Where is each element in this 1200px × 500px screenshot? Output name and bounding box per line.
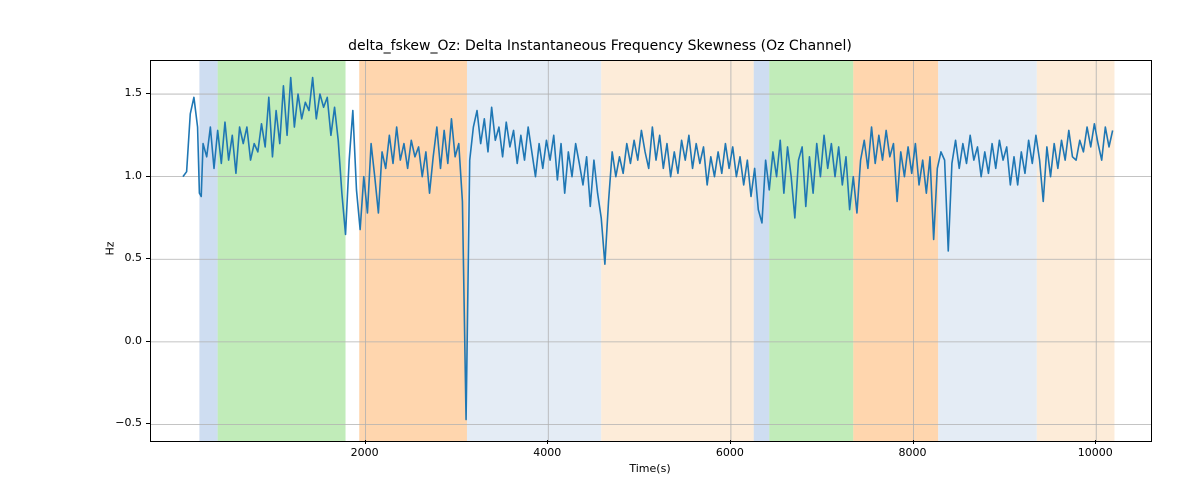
y-tick-label: 1.0: [125, 169, 143, 182]
phase-band: [938, 61, 1037, 441]
figure: delta_fskew_Oz: Delta Instantaneous Freq…: [0, 0, 1200, 500]
phase-band: [754, 61, 770, 441]
phase-band: [769, 61, 853, 441]
x-tick-label: 2000: [345, 446, 385, 459]
y-tick-label: 0.0: [125, 334, 143, 347]
y-tick-mark: [146, 341, 150, 342]
phase-band: [1037, 61, 1115, 441]
x-axis-label: Time(s): [150, 462, 1150, 475]
x-tick-mark: [365, 440, 366, 444]
y-tick-label: 1.5: [125, 86, 143, 99]
y-axis-label: Hz: [104, 219, 117, 279]
y-tick-mark: [146, 93, 150, 94]
phase-band: [359, 61, 467, 441]
phase-band: [467, 61, 601, 441]
x-tick-mark: [913, 440, 914, 444]
x-tick-mark: [730, 440, 731, 444]
y-tick-mark: [146, 176, 150, 177]
phase-band: [199, 61, 217, 441]
x-tick-label: 6000: [710, 446, 750, 459]
x-tick-mark: [1095, 440, 1096, 444]
phase-band: [853, 61, 938, 441]
y-tick-label: −0.5: [115, 416, 142, 429]
plot-area: [150, 60, 1152, 442]
y-tick-mark: [146, 423, 150, 424]
x-tick-label: 10000: [1075, 446, 1115, 459]
x-tick-mark: [547, 440, 548, 444]
chart-title: delta_fskew_Oz: Delta Instantaneous Freq…: [0, 38, 1200, 54]
y-tick-label: 0.5: [125, 251, 143, 264]
x-tick-label: 4000: [527, 446, 567, 459]
plot-svg: [151, 61, 1151, 441]
x-tick-label: 8000: [893, 446, 933, 459]
y-tick-mark: [146, 258, 150, 259]
